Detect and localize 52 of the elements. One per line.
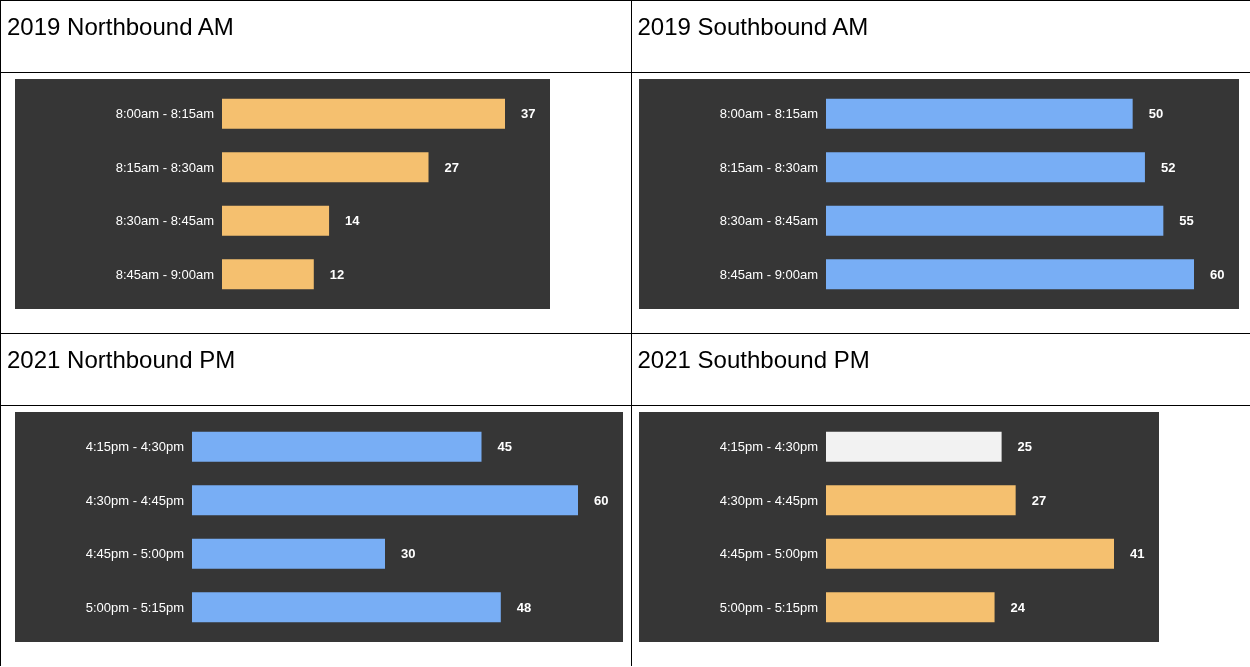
chart-title: 2021 Northbound PM <box>1 334 631 406</box>
data-label: 30 <box>401 546 416 562</box>
bar <box>825 152 1145 183</box>
bar <box>192 431 482 462</box>
bar <box>192 592 501 623</box>
bar <box>825 98 1133 129</box>
bar <box>825 431 1002 462</box>
chart-title: 2021 Southbound PM <box>631 334 1250 406</box>
bar <box>222 205 330 236</box>
data-label: 27 <box>1031 492 1046 508</box>
data-label: 41 <box>1129 546 1144 562</box>
bar <box>825 538 1114 569</box>
data-label: 60 <box>1209 266 1224 282</box>
chart-title: 2019 Northbound AM <box>1 1 631 73</box>
y-tick-label: 8:45am - 9:00am <box>115 266 214 282</box>
data-label: 12 <box>329 266 345 282</box>
data-label: 24 <box>1010 599 1026 615</box>
data-label: 55 <box>1178 213 1194 229</box>
data-label: 48 <box>516 599 532 615</box>
bar <box>222 152 429 183</box>
bar <box>825 592 995 623</box>
bar <box>192 538 385 569</box>
y-tick-label: 8:30am - 8:45am <box>719 213 818 229</box>
data-label: 60 <box>594 492 609 508</box>
bar <box>222 98 505 129</box>
bar <box>825 205 1163 236</box>
y-tick-label: 5:00pm - 5:15pm <box>719 599 818 615</box>
data-label: 25 <box>1017 439 1032 455</box>
y-tick-label: 8:00am - 8:15am <box>115 106 214 122</box>
data-label: 37 <box>521 106 536 122</box>
data-label: 50 <box>1148 106 1163 122</box>
y-tick-label: 4:30pm - 4:45pm <box>85 492 184 508</box>
y-tick-label: 8:00am - 8:15am <box>719 106 818 122</box>
bar <box>222 259 314 290</box>
bar <box>825 259 1194 290</box>
y-tick-label: 4:30pm - 4:45pm <box>719 492 818 508</box>
data-label: 14 <box>345 213 361 229</box>
y-tick-label: 4:45pm - 5:00pm <box>719 546 818 562</box>
data-label: 27 <box>444 159 459 175</box>
data-label: 45 <box>497 439 512 455</box>
bar <box>825 485 1016 516</box>
y-tick-label: 5:00pm - 5:15pm <box>85 599 184 615</box>
y-tick-label: 4:15pm - 4:30pm <box>719 439 818 455</box>
data-label: 52 <box>1160 159 1175 175</box>
bar <box>192 485 578 516</box>
y-tick-label: 4:45pm - 5:00pm <box>85 546 184 562</box>
y-tick-label: 4:15pm - 4:30pm <box>85 439 184 455</box>
y-tick-label: 8:45am - 9:00am <box>719 266 818 282</box>
y-tick-label: 8:15am - 8:30am <box>719 159 818 175</box>
chart-title: 2019 Southbound AM <box>631 1 1250 73</box>
y-tick-label: 8:30am - 8:45am <box>115 213 214 229</box>
y-tick-label: 8:15am - 8:30am <box>115 159 214 175</box>
